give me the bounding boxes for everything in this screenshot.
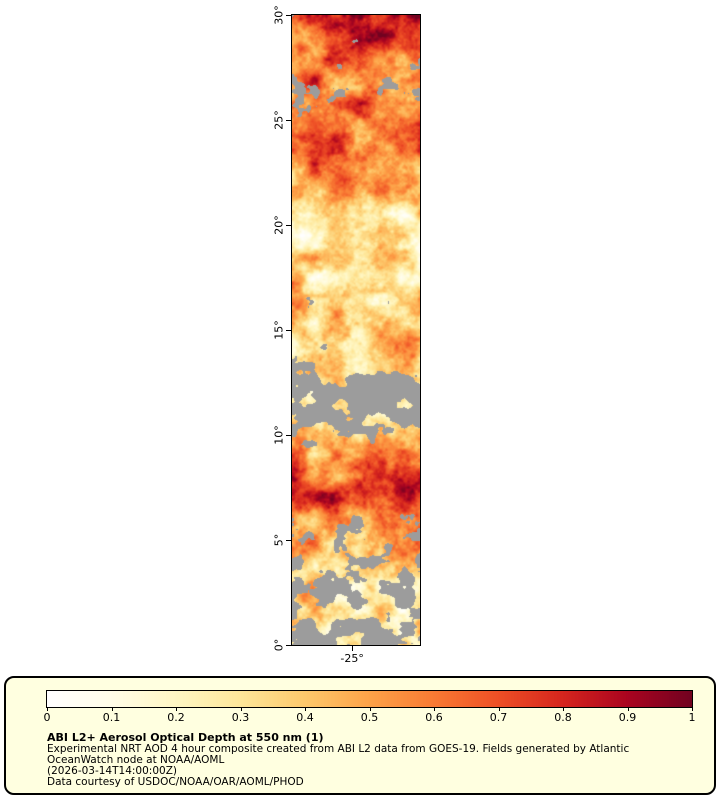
colorbar-tick-label: 0.2: [167, 711, 185, 724]
y-tick-label: 15°: [272, 320, 286, 340]
y-tick-mark: [286, 119, 291, 121]
legend-timestamp: (2026-03-14T14:00:00Z): [47, 765, 177, 777]
legend-text-block: ABI L2+ Aerosol Optical Depth at 550 nm …: [47, 731, 702, 788]
legend-box: 0 0.1 0.2 0.3 0.4 0.5 0.6 0.7 0.8 0.9 1 ABI L2+ Ae…: [4, 676, 716, 795]
map-frame: [291, 14, 421, 646]
colorbar-tick-mark: [111, 708, 113, 711]
legend-title: ABI L2+ Aerosol Optical Depth at 550 nm …: [47, 731, 324, 744]
colorbar-tick-mark: [240, 708, 242, 711]
y-tick-mark: [286, 329, 291, 331]
colorbar-tick-mark: [627, 708, 629, 711]
colorbar-tick-mark: [176, 708, 177, 711]
y-tick-mark: [286, 14, 291, 16]
y-tick-label: 10°: [272, 425, 286, 445]
y-tick-mark: [286, 224, 291, 226]
colorbar-tick-label: 1: [688, 711, 696, 724]
x-tick-mark: [352, 646, 354, 651]
colorbar-tick-mark: [47, 708, 48, 711]
colorbar-tick-label: 0.9: [618, 711, 637, 724]
colorbar-tick-label: 0.8: [554, 711, 572, 724]
colorbar-tick-label: 0.3: [231, 711, 250, 724]
y-tick-label: 20°: [272, 215, 286, 235]
colorbar-tick-mark: [498, 708, 500, 711]
colorbar-tick-label: 0: [43, 711, 51, 724]
colorbar-tick-mark: [563, 708, 564, 711]
colorbar-tick-label: 0.5: [360, 711, 379, 724]
colorbar-tick-label: 0.6: [425, 711, 443, 724]
legend-description-line: OceanWatch node at NOAA/AOML: [47, 754, 225, 766]
y-tick-label: 5°: [272, 533, 286, 547]
legend-credit-line: Data courtesy of USDOC/NOAA/OAR/AOML/PHO…: [47, 776, 304, 788]
y-tick-mark: [286, 539, 291, 541]
colorbar-tick-label: 0.7: [489, 711, 508, 724]
y-tick-mark: [286, 644, 291, 646]
colorbar-tick-mark: [369, 708, 371, 711]
colorbar: [46, 690, 693, 708]
colorbar-tick-label: 0.1: [102, 711, 121, 724]
aod-raster-map: [292, 15, 420, 645]
y-tick-mark: [286, 434, 291, 436]
colorbar-tick-mark: [692, 708, 693, 711]
colorbar-tick-mark: [434, 708, 435, 711]
colorbar-tick-mark: [305, 708, 306, 711]
y-tick-label: 0°: [272, 638, 286, 652]
colorbar-tick-label: 0.4: [296, 711, 314, 724]
y-tick-label: 25°: [272, 110, 286, 130]
y-tick-label: 30°: [272, 5, 286, 25]
legend-description-line: Experimental NRT AOD 4 hour composite cr…: [47, 743, 630, 755]
x-tick-label: -25°: [340, 652, 364, 665]
